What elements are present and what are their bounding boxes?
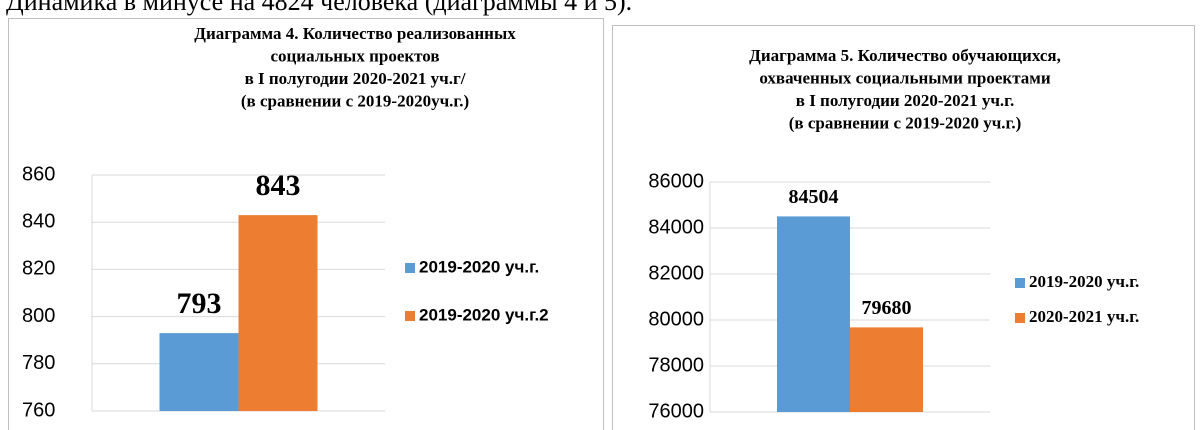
chart-title: (в сравнении с 2019-2020 уч.г.) — [789, 113, 1022, 132]
legend-swatch — [405, 263, 415, 273]
chart-title: в I полугодии 2020-2021 уч.г. — [796, 91, 1014, 110]
y-tick-label: 80000 — [648, 308, 704, 330]
data-label: 79680 — [862, 297, 912, 319]
y-tick-label: 800 — [22, 305, 55, 327]
body-text: Динамика в минусе на 4824 человека (диаг… — [6, 0, 632, 16]
y-tick-label: 76000 — [648, 400, 704, 422]
legend-label: 2019-2020 уч.г.2 — [419, 305, 549, 324]
y-tick-label: 78000 — [648, 354, 704, 376]
chart-title: охваченных социальными проектами — [759, 68, 1051, 87]
bar — [777, 216, 850, 412]
data-label: 793 — [177, 287, 222, 320]
chart-title: социальных проектов — [270, 46, 439, 65]
y-tick-label: 780 — [22, 352, 55, 374]
data-label: 843 — [256, 169, 301, 202]
y-tick-label: 82000 — [648, 262, 704, 284]
legend-swatch — [1015, 313, 1025, 323]
legend-label: 2019-2020 уч.г. — [419, 257, 539, 276]
y-tick-label: 840 — [22, 210, 55, 232]
y-tick-label: 84000 — [648, 216, 704, 238]
y-tick-label: 86000 — [648, 170, 704, 192]
y-tick-label: 820 — [22, 258, 55, 280]
bar — [238, 215, 318, 411]
legend-swatch — [405, 311, 415, 321]
legend-label: 2019-2020 уч.г. — [1029, 272, 1139, 291]
legend-label: 2020-2021 уч.г. — [1029, 307, 1139, 326]
chart-title: Диаграмма 4. Количество реализованных — [194, 24, 516, 43]
y-tick-label: 760 — [22, 399, 55, 421]
chart-title: (в сравнении с 2019-2020уч.г.) — [241, 91, 469, 110]
bar — [850, 327, 923, 412]
bar — [159, 333, 239, 411]
legend-swatch — [1015, 278, 1025, 288]
data-label: 84504 — [789, 186, 839, 208]
chart-title: Диаграмма 5. Количество обучающихся, — [749, 46, 1061, 65]
chart-title: в I полугодии 2020-2021 уч.г/ — [245, 69, 466, 88]
y-tick-label: 860 — [22, 163, 55, 185]
